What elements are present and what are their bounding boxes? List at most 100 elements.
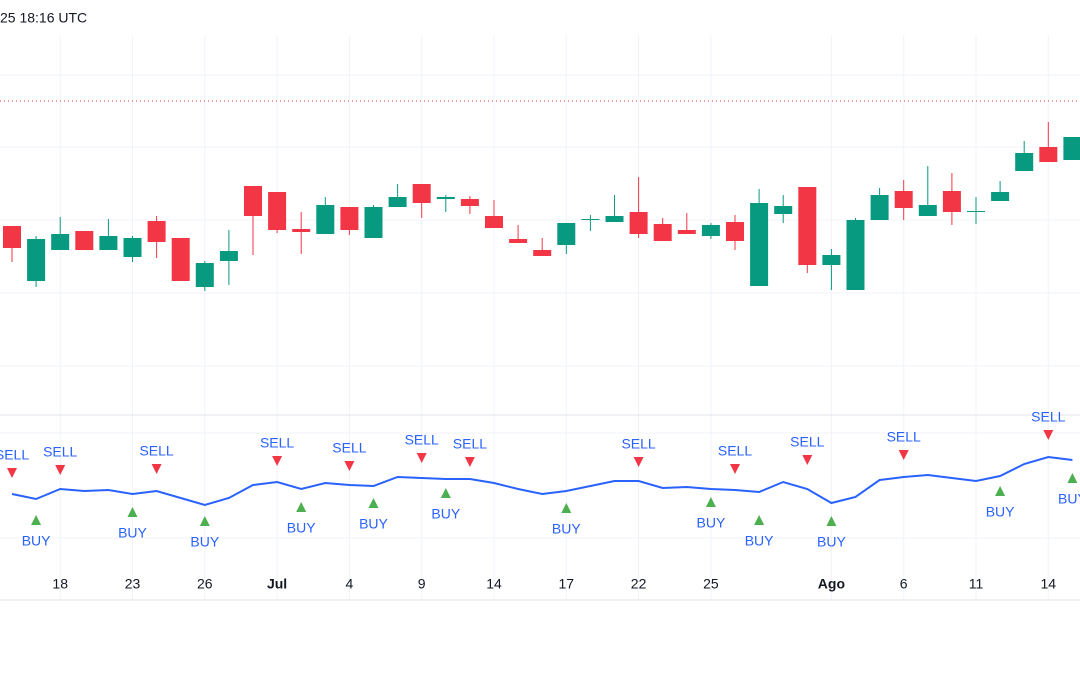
candle-body: [268, 192, 287, 230]
candle-body: [967, 211, 985, 212]
candle-body: [726, 222, 744, 241]
timestamp: 25 18:16 UTC: [0, 10, 87, 26]
candle-body: [1015, 153, 1034, 171]
x-tick-label: 18: [52, 576, 68, 592]
signal-label: SELL: [139, 443, 173, 459]
signal-label: SELL: [260, 435, 294, 451]
signal-marker: [730, 464, 740, 474]
candle-body: [798, 187, 817, 265]
signal-label: SELL: [405, 432, 439, 448]
x-tick-label: 11: [969, 576, 984, 592]
candle-body: [533, 250, 552, 256]
signal-label: SELL: [0, 447, 29, 463]
signal-marker: [55, 465, 66, 475]
candle-body: [27, 239, 46, 281]
signal-marker: [1043, 430, 1054, 440]
signal-marker: [633, 457, 644, 467]
candle-body: [244, 186, 262, 216]
indicator-line: [11, 455, 1073, 507]
signal-label: BUY: [359, 516, 388, 532]
candle-body: [292, 229, 311, 232]
signal-label: BUY: [1058, 491, 1080, 507]
signal-marker: [272, 456, 283, 466]
candle-body: [557, 223, 576, 245]
signal-marker: [898, 450, 909, 460]
x-tick-label: 4: [346, 576, 354, 592]
candle-body: [51, 234, 70, 250]
signal-label: BUY: [287, 520, 316, 536]
signal-marker: [464, 457, 475, 467]
x-tick-label: 6: [900, 576, 908, 592]
candle-body: [1039, 147, 1058, 162]
x-tick-label: 23: [125, 576, 141, 592]
candle-body: [918, 205, 937, 216]
candle-body: [3, 226, 21, 248]
signal-label: SELL: [621, 436, 655, 452]
candle-body: [774, 206, 793, 214]
candle-body: [991, 192, 1010, 201]
candle-body: [388, 197, 407, 207]
signal-marker: [705, 497, 716, 507]
signal-marker: [754, 515, 765, 525]
signal-label: BUY: [552, 521, 581, 537]
signal-label: BUY: [190, 534, 219, 550]
signal-marker: [31, 515, 42, 525]
candle-body: [460, 199, 479, 206]
candle-body: [509, 239, 528, 243]
candle-body: [219, 251, 238, 261]
signal-label: SELL: [718, 443, 752, 459]
candle-body: [605, 216, 624, 222]
signal-marker: [7, 468, 17, 478]
candle-body: [581, 219, 600, 220]
candle-body: [123, 238, 142, 257]
x-tick-label: 17: [559, 576, 575, 592]
signal-label: BUY: [745, 533, 774, 549]
signal-label: SELL: [1031, 409, 1065, 425]
signal-label: BUY: [986, 504, 1015, 520]
candle-body: [99, 236, 118, 250]
signal-label: BUY: [431, 506, 460, 522]
signal-marker: [199, 516, 210, 526]
signal-marker: [561, 503, 572, 513]
signal-marker: [151, 464, 162, 474]
x-tick-label: 14: [486, 576, 502, 592]
signal-label: SELL: [332, 440, 366, 456]
candle-body: [412, 184, 431, 203]
signal-marker: [995, 486, 1006, 496]
candle-body: [364, 207, 383, 238]
candle-body: [870, 195, 889, 220]
signal-marker: [296, 502, 307, 512]
signal-marker: [344, 461, 355, 471]
candle-body: [629, 212, 648, 234]
candle-body: [316, 205, 335, 234]
x-tick-label: 25: [703, 576, 719, 592]
signal-label: BUY: [22, 533, 51, 549]
candle-body: [942, 191, 961, 212]
signal-label: BUY: [817, 534, 846, 550]
signal-marker: [440, 488, 451, 498]
candle-body: [894, 191, 913, 208]
signal-marker: [826, 516, 837, 526]
signal-marker: [416, 453, 427, 463]
candle-body: [485, 216, 503, 228]
x-tick-label: Ago: [818, 576, 845, 592]
candle-body: [822, 255, 841, 265]
x-tick-label: 26: [197, 576, 213, 592]
candle-body: [436, 197, 455, 199]
candle-body: [147, 221, 166, 242]
signal-label: SELL: [790, 434, 824, 450]
candle-body: [1063, 137, 1080, 160]
signal-label: BUY: [697, 515, 726, 531]
x-tick-label: Jul: [267, 576, 287, 592]
signal-marker: [368, 498, 379, 508]
x-tick-label: 22: [631, 576, 647, 592]
x-tick-label: 9: [418, 576, 426, 592]
signal-label: SELL: [453, 436, 487, 452]
signal-marker: [127, 507, 138, 517]
candle-body: [195, 263, 214, 287]
candle-body: [677, 230, 696, 234]
candle-body: [846, 220, 865, 290]
